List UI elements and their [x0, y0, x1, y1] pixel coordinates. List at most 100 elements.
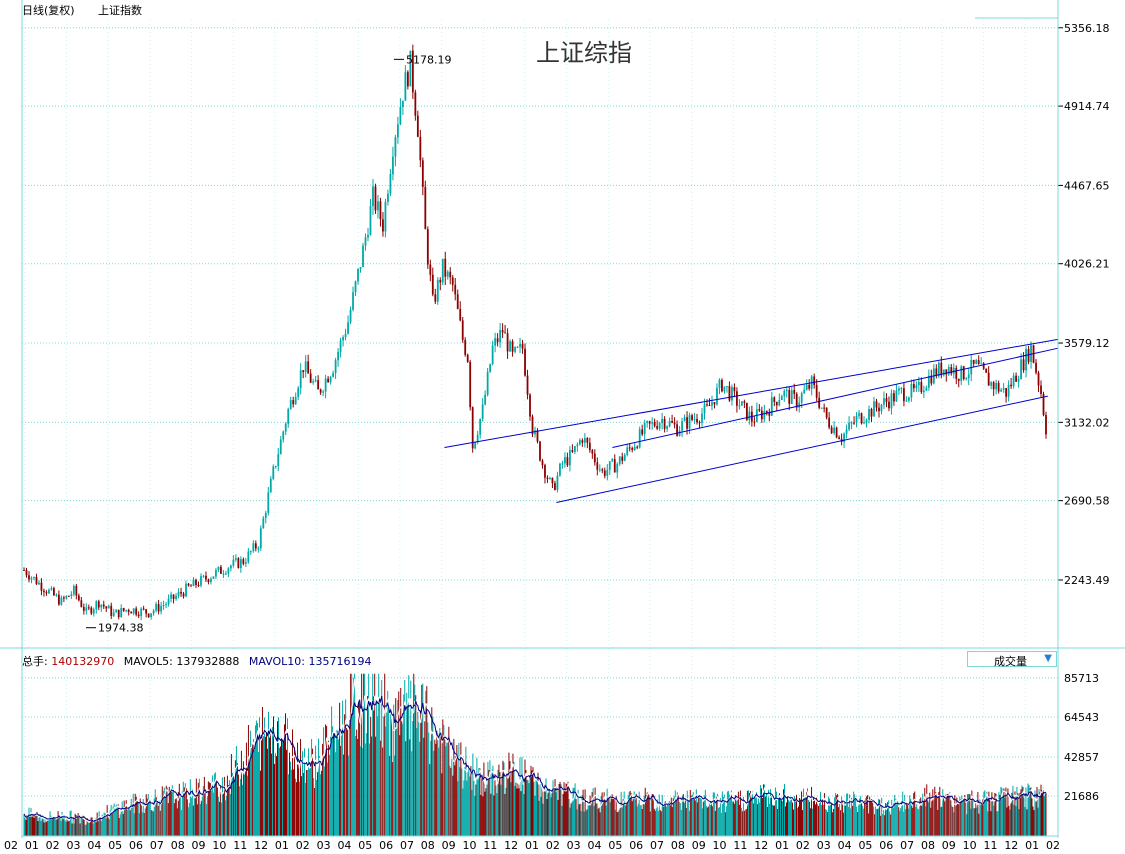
candle-body	[105, 606, 108, 609]
trend-channel-line	[444, 338, 1059, 449]
candle-body	[394, 137, 397, 157]
candle-body	[459, 308, 462, 321]
candle-body	[626, 447, 629, 455]
date-tick-label: 02	[796, 839, 810, 852]
candle-body	[980, 363, 983, 365]
candle-body	[982, 363, 985, 369]
candle-body	[444, 258, 447, 277]
candle-body	[870, 408, 873, 417]
candle-body	[1000, 389, 1003, 392]
candle-body	[875, 401, 878, 408]
candle-body	[277, 454, 280, 466]
candle-body	[668, 420, 671, 427]
candle-body	[586, 437, 589, 443]
date-tick-label: 01	[25, 839, 39, 852]
candle-body	[132, 608, 135, 614]
candle-body	[853, 422, 855, 424]
candle-body	[279, 439, 282, 455]
candle-body	[379, 201, 382, 220]
volume-tick-label: 42857	[1064, 751, 1099, 764]
candle-body	[82, 606, 85, 611]
candle-body	[97, 601, 100, 608]
candle-body	[937, 362, 940, 377]
candle-body	[115, 609, 118, 613]
candle-body	[190, 585, 192, 587]
chevron-down-icon[interactable]: ▼	[1044, 653, 1052, 664]
date-tick-label: 06	[879, 839, 893, 852]
candle-body	[977, 360, 980, 364]
candle-body	[773, 397, 776, 403]
candle-body	[384, 201, 387, 232]
candle-body	[501, 330, 504, 333]
date-tick-label: 05	[608, 839, 622, 852]
trend-channel-line	[556, 395, 1048, 504]
candle-body	[616, 463, 619, 473]
candle-body	[808, 384, 811, 389]
candle-body	[210, 578, 212, 583]
candle-body	[257, 548, 260, 550]
candle-body	[753, 421, 756, 423]
candle-body	[1030, 345, 1032, 362]
date-tick-label: 01	[775, 839, 789, 852]
candle-body	[583, 437, 586, 443]
candle-body	[578, 440, 581, 445]
candle-body	[259, 528, 262, 549]
candle-body	[1042, 394, 1045, 415]
index-name-label: 上证指数	[98, 4, 142, 17]
price-tick-label: 2243.49	[1064, 574, 1110, 587]
candle-body	[910, 384, 913, 398]
candle-body	[656, 426, 659, 429]
candle-body	[322, 391, 325, 393]
candle-body	[803, 389, 806, 394]
candle-body	[1040, 385, 1042, 395]
volume-legend: 总手: 140132970 MAVOL5: 137932888 MAVOL10:…	[22, 653, 372, 669]
candle-body	[489, 364, 492, 372]
candle-body	[868, 408, 870, 420]
candle-body	[716, 387, 718, 405]
candle-body	[646, 421, 649, 423]
candle-body	[449, 271, 452, 278]
candle-body	[965, 378, 968, 380]
date-tick-label: 09	[692, 839, 706, 852]
candle-body	[795, 393, 798, 408]
candle-body	[30, 577, 33, 580]
candle-body	[222, 573, 225, 575]
candle-body	[1010, 384, 1013, 387]
candle-body	[70, 594, 73, 597]
candle-body	[915, 385, 918, 389]
date-tick-label: 01	[525, 839, 539, 852]
candle-body	[152, 610, 155, 614]
candle-body	[628, 447, 631, 449]
candle-body	[157, 604, 160, 612]
candle-body	[598, 469, 601, 471]
date-tick-label: 10	[462, 839, 476, 852]
candle-body	[334, 360, 337, 374]
indicator-dropdown[interactable]: 成交量 ▼	[967, 651, 1057, 668]
candle-body	[957, 378, 960, 381]
mavol10-label: MAVOL10:	[248, 655, 305, 668]
trend-channel-line	[612, 347, 1059, 449]
candle-body	[202, 575, 205, 577]
candle-body	[581, 440, 584, 443]
candle-body	[409, 50, 412, 87]
candle-body	[903, 388, 905, 402]
candle-body	[481, 404, 484, 419]
candle-body	[411, 50, 414, 93]
date-tick-label: 03	[67, 839, 81, 852]
candle-body	[160, 605, 162, 612]
candle-body	[900, 388, 903, 390]
candle-body	[917, 381, 920, 386]
candle-body	[424, 186, 427, 230]
candle-body	[404, 72, 407, 101]
candle-body	[429, 264, 432, 275]
candle-body	[691, 415, 693, 420]
candle-body	[788, 390, 791, 404]
candle-body	[661, 418, 664, 424]
candle-body	[397, 124, 399, 138]
date-tick-label: 04	[838, 839, 852, 852]
candle-body	[205, 575, 207, 580]
candle-body	[770, 397, 773, 416]
candle-body	[539, 441, 541, 461]
